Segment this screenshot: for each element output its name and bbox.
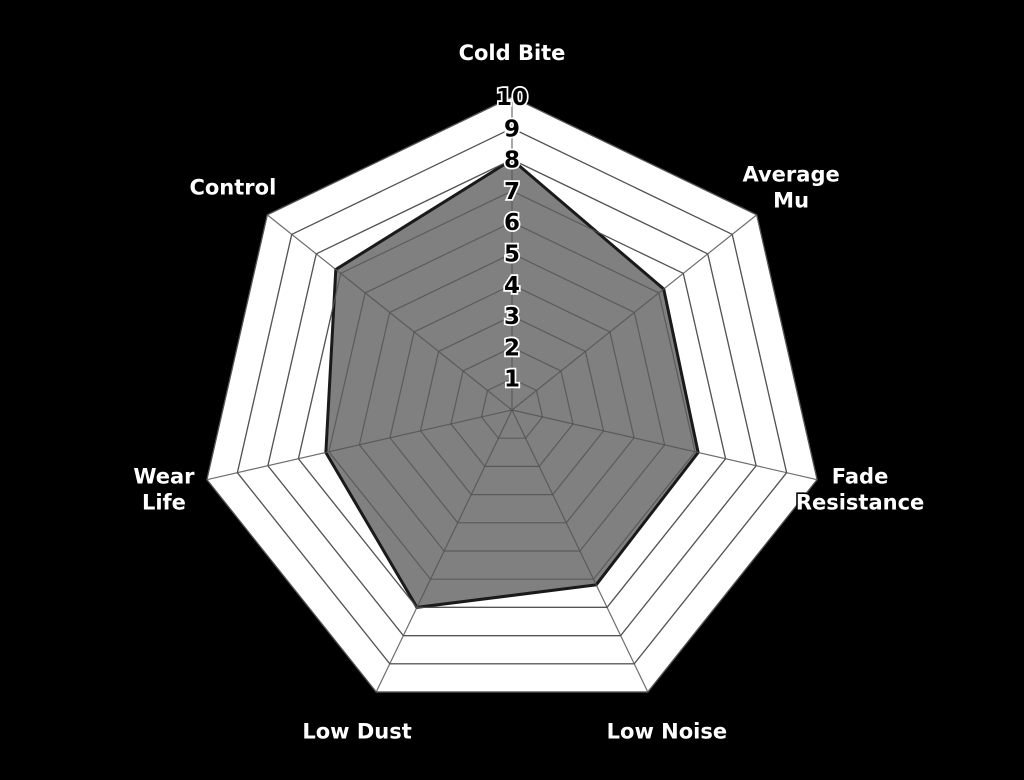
tick-label-1: 1 (504, 367, 520, 393)
axis-spoke-4 (375, 409, 513, 693)
axis-spoke-3 (511, 409, 649, 693)
axis-label-fade-resistance: Fade Resistance (796, 464, 924, 514)
grid-ring-overlay-3 (419, 315, 605, 496)
grid-ring-overlay-9 (236, 127, 788, 665)
tick-label-6: 6 (504, 210, 520, 236)
axis-label-low-noise: Low Noise (607, 720, 727, 744)
axis-spoke-2 (511, 409, 818, 481)
spoke-layer (206, 96, 818, 693)
tick-label-9: 9 (504, 116, 520, 142)
axis-label-cold-bite: Cold Bite (459, 41, 566, 65)
grid-ring-overlay-7 (297, 190, 727, 609)
tick-label-10: 10 (496, 85, 528, 111)
tick-label-8: 8 (504, 148, 520, 174)
axis-label-average-mu: Average Mu (742, 162, 839, 212)
tick-label-2: 2 (504, 335, 520, 361)
grid-ring-overlay-1 (480, 378, 544, 439)
axis-spoke-1 (511, 214, 758, 411)
grid-ring-overlay-5 (358, 252, 666, 552)
tick-label-layer: 1 2 3 4 5 6 7 8 9 10 (494, 83, 529, 394)
tick-label-5: 5 (504, 242, 520, 268)
axis-label-wear-life: Wear Life (133, 464, 195, 514)
tick-label-3: 3 (504, 304, 520, 330)
axis-spoke-5 (206, 409, 513, 481)
tick-label-7: 7 (504, 179, 520, 205)
grid-ring-overlay-2 (450, 346, 574, 467)
axis-label-layer: Cold Bite Average Mu Fade Resistance Low Nois… (132, 39, 926, 745)
grid-ring-overlay-8 (267, 158, 757, 637)
grid-ring-overlay-6 (328, 221, 696, 580)
grid-ring-overlay-4 (389, 284, 635, 524)
axis-label-low-dust: Low Dust (302, 720, 411, 744)
grid-ring-overlay-10 (206, 96, 818, 693)
axis-label-control: Control (189, 175, 276, 199)
tick-label-4: 4 (504, 273, 520, 299)
axis-spoke-6 (266, 214, 513, 411)
